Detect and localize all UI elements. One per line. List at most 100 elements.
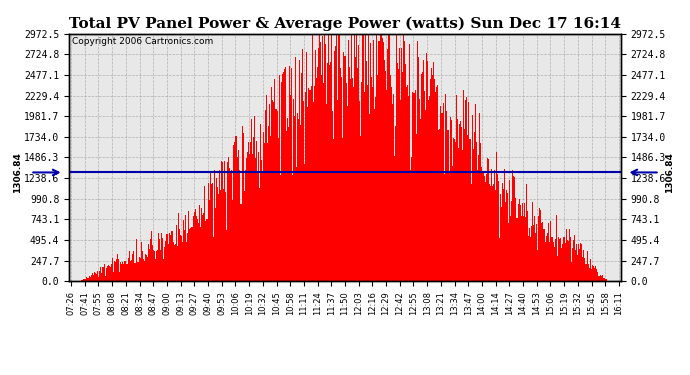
Bar <box>406 87 407 281</box>
Bar <box>589 259 591 281</box>
Bar <box>210 184 212 281</box>
Bar <box>200 227 201 281</box>
Bar <box>364 92 365 281</box>
Bar <box>413 93 415 281</box>
Bar <box>606 279 607 281</box>
Bar <box>568 241 569 281</box>
Bar <box>158 232 159 281</box>
Bar <box>426 53 427 281</box>
Bar <box>537 250 538 281</box>
Bar <box>563 237 564 281</box>
Bar <box>122 262 123 281</box>
Bar <box>82 280 83 281</box>
Bar <box>225 192 226 281</box>
Bar <box>270 136 271 281</box>
Bar <box>323 83 324 281</box>
Bar <box>116 259 117 281</box>
Bar <box>190 228 191 281</box>
Bar <box>359 101 360 281</box>
Bar <box>502 183 503 281</box>
Bar <box>220 190 221 281</box>
Bar <box>361 81 362 281</box>
Bar <box>218 194 219 281</box>
Bar <box>175 225 177 281</box>
Bar <box>597 272 598 281</box>
Bar <box>434 80 435 281</box>
Bar <box>255 158 256 281</box>
Bar <box>400 99 401 281</box>
Bar <box>573 240 574 281</box>
Bar <box>424 92 425 281</box>
Bar <box>268 126 269 281</box>
Bar <box>329 65 330 281</box>
Bar <box>499 238 500 281</box>
Bar <box>430 79 431 281</box>
Bar <box>490 186 491 281</box>
Bar <box>448 171 449 281</box>
Bar <box>562 244 563 281</box>
Bar <box>529 228 530 281</box>
Bar <box>237 158 239 281</box>
Bar <box>112 272 114 281</box>
Bar <box>532 202 533 281</box>
Bar <box>460 122 461 281</box>
Bar <box>80 280 81 281</box>
Bar <box>193 216 194 281</box>
Bar <box>126 264 127 281</box>
Bar <box>423 60 424 281</box>
Bar <box>150 239 151 281</box>
Bar <box>254 116 255 281</box>
Bar <box>313 86 315 281</box>
Bar <box>250 118 252 281</box>
Bar <box>261 160 262 281</box>
Bar <box>495 190 496 281</box>
Bar <box>421 74 422 281</box>
Bar <box>117 254 118 281</box>
Bar <box>227 162 228 281</box>
Bar <box>463 90 464 281</box>
Bar <box>195 210 196 281</box>
Bar <box>549 242 551 281</box>
Bar <box>215 207 216 281</box>
Bar <box>358 45 359 281</box>
Bar <box>84 279 85 281</box>
Bar <box>221 161 222 281</box>
Bar <box>173 244 175 281</box>
Bar <box>453 139 455 281</box>
Bar <box>183 220 184 281</box>
Bar <box>580 243 582 281</box>
Bar <box>342 138 344 281</box>
Bar <box>298 119 299 281</box>
Bar <box>362 34 363 281</box>
Bar <box>198 223 199 281</box>
Bar <box>103 267 104 281</box>
Bar <box>148 244 149 281</box>
Bar <box>442 113 444 281</box>
Bar <box>299 60 300 281</box>
Bar <box>244 170 246 281</box>
Bar <box>451 166 453 281</box>
Bar <box>273 102 275 281</box>
Bar <box>353 87 354 281</box>
Bar <box>351 34 352 281</box>
Bar <box>346 106 348 281</box>
Bar <box>290 95 291 281</box>
Bar <box>91 275 92 281</box>
Bar <box>515 198 517 281</box>
Bar <box>466 97 467 281</box>
Bar <box>396 34 397 281</box>
Bar <box>332 111 333 281</box>
Bar <box>468 102 469 281</box>
Bar <box>334 51 335 281</box>
Bar <box>467 135 468 281</box>
Bar <box>302 49 304 281</box>
Bar <box>191 227 192 281</box>
Bar <box>95 273 97 281</box>
Bar <box>488 159 489 281</box>
Bar <box>392 104 393 281</box>
Bar <box>576 243 578 281</box>
Bar <box>599 276 600 281</box>
Bar <box>522 216 524 281</box>
Bar <box>287 118 288 281</box>
Bar <box>101 273 103 281</box>
